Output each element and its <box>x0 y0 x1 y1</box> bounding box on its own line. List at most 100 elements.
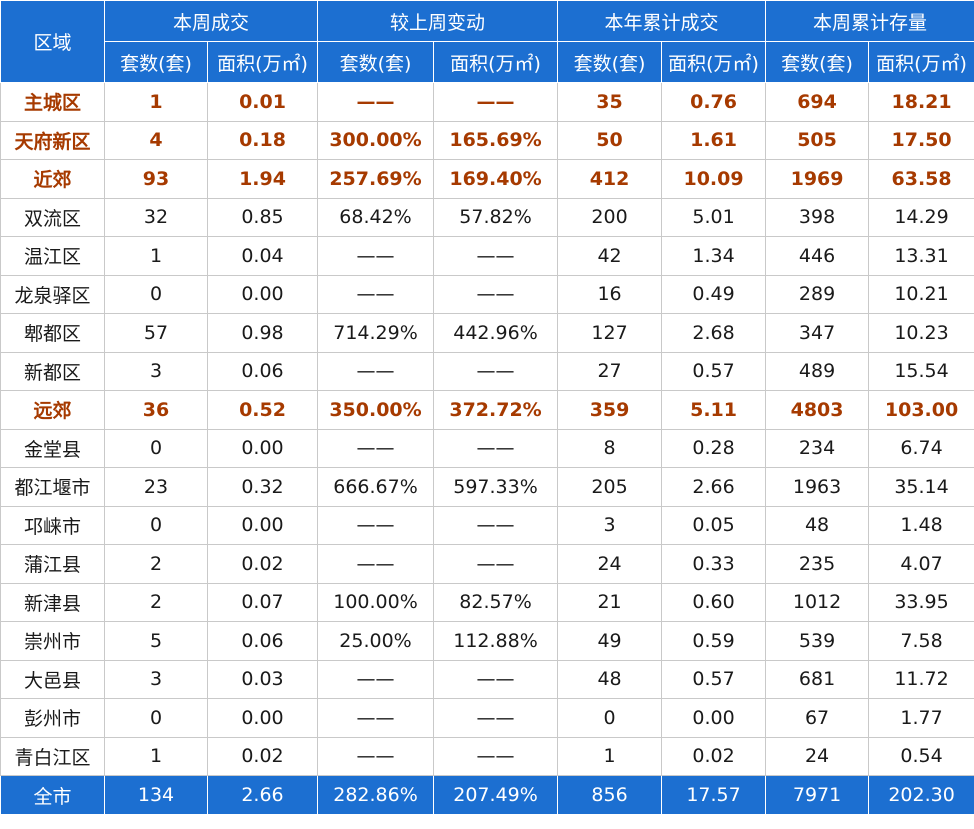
table-cell: —— <box>317 428 435 468</box>
region-name-cell: 天府新区 <box>0 120 105 160</box>
table-cell: 0 <box>104 428 208 468</box>
table-cell: —— <box>317 736 435 776</box>
table-cell: 0.57 <box>661 351 767 391</box>
subcol-header: 面积(万㎡) <box>661 41 767 83</box>
table-cell: 412 <box>557 159 663 199</box>
table-cell: 11.72 <box>868 659 974 699</box>
table-cell: 93 <box>104 159 208 199</box>
table-cell: 0.60 <box>661 582 767 622</box>
table-cell: 14.29 <box>868 197 974 237</box>
total-cell: 207.49% <box>433 775 559 815</box>
table-cell: —— <box>433 505 559 545</box>
table-cell: —— <box>317 659 435 699</box>
table-cell: 446 <box>765 236 870 276</box>
table-cell: 0.01 <box>206 82 319 122</box>
table-cell: 694 <box>765 82 870 122</box>
table-cell: 1.48 <box>868 505 974 545</box>
table-cell: 169.40% <box>433 159 559 199</box>
table-cell: 350.00% <box>317 390 435 430</box>
table-cell: 1.77 <box>868 698 974 738</box>
table-cell: 1.34 <box>661 236 767 276</box>
table-cell: 1.61 <box>661 120 767 160</box>
table-cell: 3 <box>557 505 663 545</box>
table-cell: 13.31 <box>868 236 974 276</box>
table-row-summary: 天府新区 4 0.18 300.00% 165.69% 50 1.61 505 17.50 <box>0 120 974 160</box>
table-cell: 5.11 <box>661 390 767 430</box>
total-row-name: 全市 <box>0 775 105 815</box>
table-row: 新津县 2 0.07 100.00% 82.57% 21 0.60 1012 33.95 <box>0 582 974 622</box>
table-cell: 1 <box>557 736 663 776</box>
table-row: 蒲江县 2 0.02 —— —— 24 0.33 235 4.07 <box>0 544 974 584</box>
table-cell: 489 <box>765 351 870 391</box>
region-name-cell: 近郊 <box>0 159 105 199</box>
table-cell: —— <box>317 505 435 545</box>
total-cell: 134 <box>104 775 208 815</box>
table-cell: 235 <box>765 544 870 584</box>
table-row: 金堂县 0 0.00 —— —— 8 0.28 234 6.74 <box>0 428 974 468</box>
table-cell: 200 <box>557 197 663 237</box>
table-cell: 1 <box>104 82 208 122</box>
table-cell: 18.21 <box>868 82 974 122</box>
subcol-header: 套数(套) <box>104 41 208 83</box>
table-cell: —— <box>433 544 559 584</box>
table-cell: —— <box>433 428 559 468</box>
table-cell: 666.67% <box>317 467 435 507</box>
table-cell: —— <box>317 236 435 276</box>
table-cell: 10.09 <box>661 159 767 199</box>
table-cell: 257.69% <box>317 159 435 199</box>
table-cell: 0.02 <box>661 736 767 776</box>
region-name-cell: 温江区 <box>0 236 105 276</box>
table-row: 彭州市 0 0.00 —— —— 0 0.00 67 1.77 <box>0 698 974 738</box>
table-cell: 82.57% <box>433 582 559 622</box>
table-cell: 0.07 <box>206 582 319 622</box>
table-cell: 48 <box>765 505 870 545</box>
table-cell: 372.72% <box>433 390 559 430</box>
table-cell: 49 <box>557 621 663 661</box>
table-row: 新都区 3 0.06 —— —— 27 0.57 489 15.54 <box>0 351 974 391</box>
region-name-cell: 远郊 <box>0 390 105 430</box>
region-name-cell: 双流区 <box>0 197 105 237</box>
table-cell: 0.02 <box>206 736 319 776</box>
table-cell: 205 <box>557 467 663 507</box>
table-row-summary: 主城区 1 0.01 —— —— 35 0.76 694 18.21 <box>0 82 974 122</box>
table-cell: 27 <box>557 351 663 391</box>
region-name-cell: 龙泉驿区 <box>0 274 105 314</box>
table-footer: 全市 134 2.66 282.86% 207.49% 856 17.57 79… <box>0 775 974 815</box>
table-cell: 32 <box>104 197 208 237</box>
table-cell: 17.50 <box>868 120 974 160</box>
table-cell: 398 <box>765 197 870 237</box>
table-cell: 1 <box>104 236 208 276</box>
table-row: 大邑县 3 0.03 —— —— 48 0.57 681 11.72 <box>0 659 974 699</box>
table-cell: 127 <box>557 313 663 353</box>
table-cell: 0.98 <box>206 313 319 353</box>
table-cell: 16 <box>557 274 663 314</box>
table-cell: 4803 <box>765 390 870 430</box>
total-cell: 17.57 <box>661 775 767 815</box>
table-cell: 1012 <box>765 582 870 622</box>
total-cell: 202.30 <box>868 775 974 815</box>
table-cell: 48 <box>557 659 663 699</box>
table-cell: 0.06 <box>206 351 319 391</box>
table-cell: 103.00 <box>868 390 974 430</box>
region-name-cell: 大邑县 <box>0 659 105 699</box>
table-row-summary: 近郊 93 1.94 257.69% 169.40% 412 10.09 1969 63.58 <box>0 159 974 199</box>
region-name-cell: 彭州市 <box>0 698 105 738</box>
table-cell: 0.18 <box>206 120 319 160</box>
table-cell: 505 <box>765 120 870 160</box>
table-cell: 57 <box>104 313 208 353</box>
table-cell: 3 <box>104 659 208 699</box>
table-cell: 2 <box>104 544 208 584</box>
table-row-summary: 远郊 36 0.52 350.00% 372.72% 359 5.11 4803 103.00 <box>0 390 974 430</box>
table-row: 崇州市 5 0.06 25.00% 112.88% 49 0.59 539 7.58 <box>0 621 974 661</box>
table-cell: 100.00% <box>317 582 435 622</box>
table-cell: —— <box>433 698 559 738</box>
table-row: 邛崃市 0 0.00 —— —— 3 0.05 48 1.48 <box>0 505 974 545</box>
table-cell: 23 <box>104 467 208 507</box>
table-cell: 0.03 <box>206 659 319 699</box>
table-cell: 5.01 <box>661 197 767 237</box>
table-cell: 0 <box>104 274 208 314</box>
region-name-cell: 主城区 <box>0 82 105 122</box>
table-body: 主城区 1 0.01 —— —— 35 0.76 694 18.21 天府新区 4 0.18 300.0… <box>0 82 974 776</box>
table-cell: 0.00 <box>206 274 319 314</box>
table-cell: 597.33% <box>433 467 559 507</box>
